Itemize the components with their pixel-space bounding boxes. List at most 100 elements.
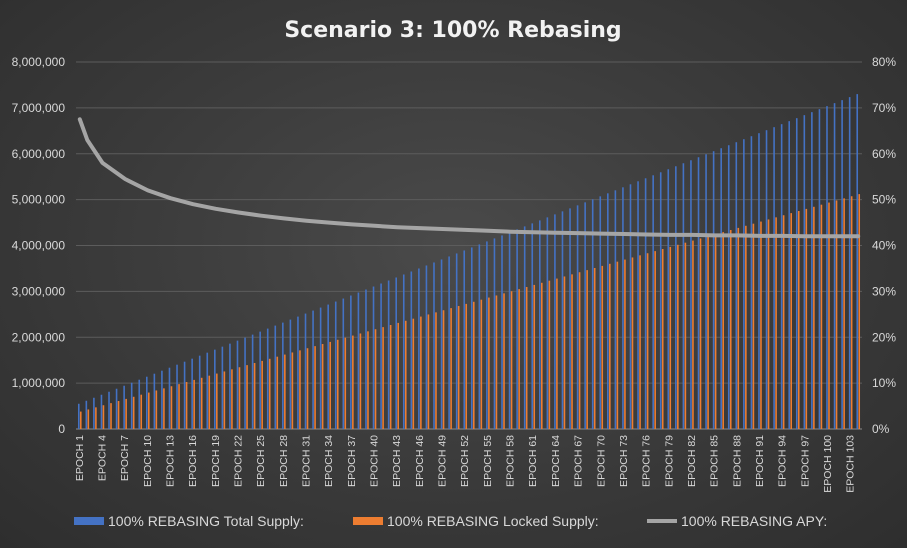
bar-locked-supply [185,382,188,429]
y-right-tick-label: 0% [872,422,890,436]
bar-locked-supply [540,282,543,429]
bar-total-supply [818,109,821,430]
bar-locked-supply [850,196,853,429]
bar-total-supply [712,151,715,429]
x-tick-label: EPOCH 4 [96,435,108,481]
bar-total-supply [108,391,110,429]
bar-locked-supply [745,225,747,429]
y-left-tick-label: 1,000,000 [12,376,66,390]
bar-total-supply [607,193,609,429]
x-tick-label: EPOCH 13 [164,435,176,487]
bar-total-supply [705,154,707,429]
bar-total-supply [251,334,254,429]
bar-locked-supply [382,327,384,429]
bar-locked-supply [752,223,755,429]
bar-total-supply [85,400,88,429]
x-tick-label: EPOCH 43 [391,435,403,487]
bar-total-supply [418,268,420,429]
bar-locked-supply [654,251,656,429]
bar-locked-supply [117,401,120,429]
bar-total-supply [637,181,639,429]
bar-locked-supply [578,272,581,429]
line-series [77,117,861,239]
bar-total-supply [259,331,261,429]
bar-locked-supply [782,215,785,429]
bar-locked-supply [306,348,309,429]
x-tick-label: EPOCH 16 [187,435,199,487]
bar-total-supply [629,184,632,429]
legend-label-locked-supply: 100% REBASING Locked Supply: [387,513,599,529]
bar-total-supply [206,352,209,429]
bar-locked-supply [525,287,528,429]
x-tick-label: EPOCH 91 [754,435,766,487]
bar-total-supply [176,364,178,429]
x-tick-label: EPOCH 7 [119,435,131,481]
bar-total-supply [138,379,141,429]
bar-locked-supply [344,337,347,429]
bar-total-supply [667,169,670,429]
x-tick-label: EPOCH 31 [301,435,313,487]
bar-total-supply [478,244,481,429]
bar-total-supply [743,139,745,429]
bar-total-supply [304,313,307,429]
bar-locked-supply [253,363,256,429]
bar-locked-supply [472,301,475,429]
bar-total-supply [115,388,118,429]
bar-locked-supply [586,270,588,429]
legend-item-apy: 100% REBASING APY: [647,513,827,529]
bar-locked-supply [155,390,158,429]
bar-locked-supply [420,316,422,429]
bar-total-supply [486,241,488,429]
x-tick-label: EPOCH 37 [346,435,358,487]
x-tick-label: EPOCH 97 [799,435,811,487]
x-tick-label: EPOCH 49 [437,435,449,487]
bar-locked-supply [775,217,777,429]
bar-locked-supply [503,293,505,429]
bar-total-supply [516,229,518,429]
y-axis-left: 0 1,000,000 2,000,000 3,000,000 4,000,000 5,0… [12,55,66,436]
bar-locked-supply [729,230,732,429]
x-tick-label: EPOCH 28 [278,435,290,487]
bar-total-supply [735,142,738,429]
bar-total-supply [848,97,851,430]
x-tick-label: EPOCH 67 [573,435,585,487]
bar-locked-supply [404,320,407,429]
bar-locked-supply [790,213,793,429]
bar-total-supply [682,163,685,430]
bar-total-supply [652,175,654,429]
bar-locked-supply [593,268,596,429]
bar-locked-supply [858,194,861,429]
bar-locked-supply [132,396,135,429]
bar-total-supply [282,322,284,429]
bar-total-supply [523,226,526,429]
x-tick-label: EPOCH 34 [323,435,335,487]
bar-total-supply [659,172,662,430]
bar-locked-supply [102,405,105,429]
y-left-tick-label: 2,000,000 [12,330,66,344]
x-tick-label: EPOCH 1 [74,435,86,481]
y-right-tick-label: 60% [872,147,896,161]
bar-total-supply [599,196,602,429]
x-tick-label: EPOCH 58 [505,435,517,487]
bar-locked-supply [684,242,687,429]
bar-locked-supply [125,398,127,429]
bar-total-supply [856,94,859,430]
bar-locked-supply [397,322,400,429]
bar-total-supply [493,238,496,429]
bar-total-supply [508,232,511,429]
bar-total-supply [826,106,828,429]
bar-total-supply [531,223,534,429]
bar-locked-supply [336,339,339,429]
y-right-tick-label: 80% [872,55,896,69]
bar-locked-supply [760,221,762,429]
legend: 100% REBASING Total Supply: 100% REBASIN… [74,513,827,529]
bar-locked-supply [147,392,150,429]
bar-total-supply [198,355,201,429]
bar-total-supply [720,148,722,430]
y-left-tick-label: 3,000,000 [12,284,66,298]
bar-locked-supply [631,257,634,429]
bar-total-supply [463,250,466,429]
bar-locked-supply [677,244,679,429]
bar-total-supply [841,100,843,429]
bar-total-supply [773,127,775,429]
